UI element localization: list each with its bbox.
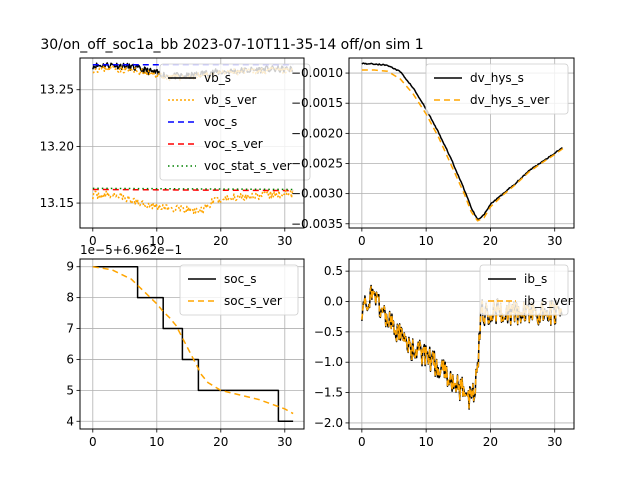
series-line-unlabeled	[92, 189, 294, 215]
plot-top-left: 0 10 20 3013.1513.2013.25vb_svb_s_vervoc_sv…	[40, 57, 311, 248]
legend: vb_s vb_s_ver voc_s voc_s_ver voc_stat_s_ver	[159, 63, 311, 181]
y-tick-label: −0.0020	[291, 126, 343, 140]
legend-label: vb_s_ver	[204, 93, 256, 107]
y-tick-label: −0.0030	[291, 187, 343, 201]
y-tick-label: 0.5	[324, 264, 343, 278]
axes-frame-overlay	[348, 258, 575, 430]
x-tick-label: 0	[89, 234, 97, 248]
series-line-dv-hys-s-ver	[361, 69, 564, 222]
x-tick-label: 0	[89, 435, 97, 449]
y-tick-label: 6	[66, 352, 74, 366]
legend-box	[179, 264, 299, 316]
legend-label: ib_s	[524, 272, 547, 286]
series-line-soc-s-ver	[92, 265, 294, 415]
legend: ib_s ib_s_ver	[479, 264, 573, 316]
y-tick-label: 13.25	[40, 83, 74, 97]
axes-frame-overlay	[79, 258, 305, 430]
x-tick-label: 10	[149, 234, 164, 248]
plot-bottom-left: 0 10 20 30 4 5 6 7 8 9 soc_s soc_s_ver	[66, 258, 305, 449]
y-tick-label: −0.0035	[291, 217, 343, 231]
series-line-voc-s-ver	[92, 188, 294, 192]
x-tick-label: 20	[213, 234, 228, 248]
x-tick-label: 10	[419, 435, 434, 449]
y-tick-label: −0.0010	[291, 66, 343, 80]
x-tick-label: 10	[419, 234, 434, 248]
legend-label: soc_s_ver	[224, 294, 282, 308]
series-group	[92, 265, 294, 423]
y-offset-label: 1e−5+6.962e−1	[80, 243, 182, 257]
series-line-soc-s	[92, 265, 294, 423]
legend-label: soc_s	[224, 272, 256, 286]
x-tick-label: 30	[277, 435, 292, 449]
legend-label: ib_s_ver	[524, 294, 573, 308]
legend-box	[479, 264, 569, 316]
y-tick-label: 13.20	[40, 139, 74, 153]
y-tick-label: 5	[66, 383, 74, 397]
axes-frame-overlay	[348, 57, 575, 229]
y-tick-label: 7	[66, 322, 74, 336]
legend-label: voc_s_ver	[204, 137, 263, 151]
series-line-voc-stat-s-ver	[92, 187, 294, 191]
series-group	[361, 284, 564, 410]
series-group	[361, 62, 564, 222]
legend-label: dv_hys_s	[470, 71, 524, 85]
y-tick-label: 9	[66, 260, 74, 274]
legend-box	[159, 63, 311, 181]
x-tick-label: 20	[483, 234, 498, 248]
x-tick-label: 0	[358, 435, 366, 449]
figure-title: 30/on_off_soc1a_bb 2023-07-10T11-35-14 o…	[40, 37, 423, 53]
y-tick-label: 0.0	[324, 295, 343, 309]
y-tick-label: −0.0015	[291, 96, 343, 110]
x-tick-label: 10	[149, 435, 164, 449]
y-tick-label: −1.5	[314, 386, 343, 400]
y-tick-label: −2.0	[314, 416, 343, 430]
y-tick-label: −0.0025	[291, 156, 343, 170]
x-tick-label: 20	[213, 435, 228, 449]
y-tick-label: 8	[66, 291, 74, 305]
y-tick-label: −1.0	[314, 355, 343, 369]
legend-box	[425, 63, 569, 115]
series-line-dv-hys-s	[361, 62, 563, 221]
plot-bottom-right: 0 10 20 30 −2.0 −1.5 −1.0 −0.5 0.0 0.5 ib_s ib_s_ve…	[314, 258, 575, 449]
legend-label: dv_hys_s_ver	[470, 93, 549, 107]
x-tick-label: 30	[547, 234, 562, 248]
y-tick-label: 4	[66, 414, 74, 428]
legend: soc_s soc_s_ver	[179, 264, 299, 316]
legend-label: voc_s	[204, 115, 237, 129]
plot-top-right: 0 10 20 30 −0.0035 −0.0030 −0.0025 −0.0020 −0.00…	[291, 57, 575, 248]
x-tick-label: 30	[547, 435, 562, 449]
legend-label: voc_stat_s_ver	[204, 159, 292, 173]
x-tick-label: 0	[358, 234, 366, 248]
x-tick-label: 20	[483, 435, 498, 449]
legend: dv_hys_s dv_hys_s_ver	[425, 63, 569, 115]
x-tick-label: 30	[277, 234, 292, 248]
series-line-ib-s-ver	[361, 285, 564, 409]
legend-label: vb_s	[204, 71, 231, 85]
y-tick-label: −0.5	[314, 325, 343, 339]
axes-frame-overlay	[79, 57, 305, 229]
y-tick-label: 13.15	[40, 196, 74, 210]
